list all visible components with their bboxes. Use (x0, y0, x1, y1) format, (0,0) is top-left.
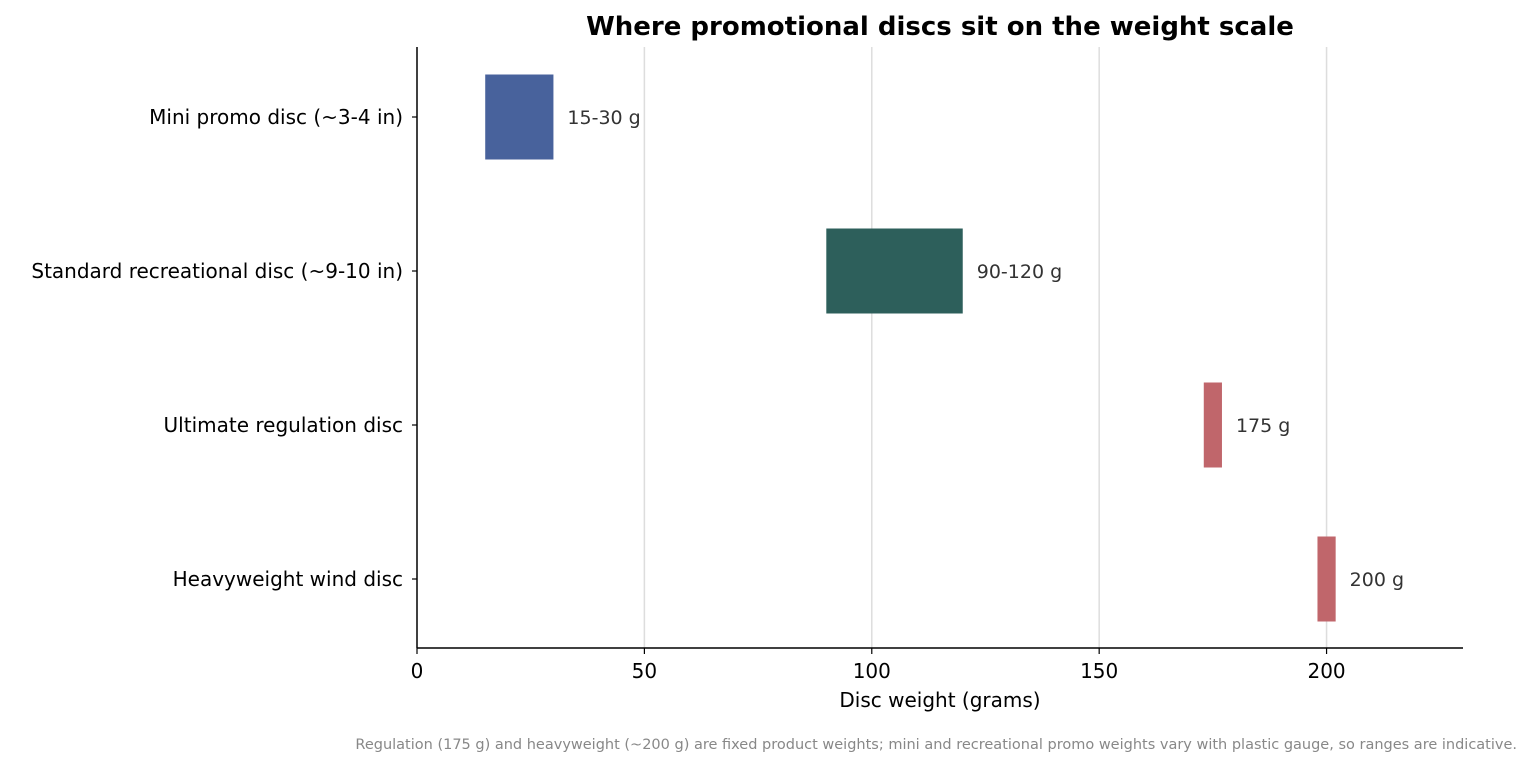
footnote: Regulation (175 g) and heavyweight (~200… (355, 737, 1517, 753)
gridlines (643, 47, 1328, 648)
data-label: 90-120 g (977, 261, 1062, 283)
data-label: 15-30 g (567, 107, 640, 129)
x-tick-label: 200 (1307, 659, 1345, 683)
range-bar (1317, 536, 1336, 622)
category-label: Mini promo disc (~3-4 in) (149, 105, 403, 129)
bars-group: 15-30 g 90-120 g 175 g 200 g (485, 74, 1404, 622)
category-label: Heavyweight wind disc (173, 567, 403, 591)
chart-title: Where promotional discs sit on the weigh… (586, 12, 1294, 42)
range-bar (1203, 382, 1222, 468)
x-axis-label: Disc weight (grams) (839, 688, 1040, 712)
x-tick-label: 50 (632, 659, 657, 683)
category-label: Ultimate regulation disc (164, 413, 403, 437)
x-tick-label: 150 (1080, 659, 1118, 683)
range-bar (485, 74, 554, 160)
data-label: 175 g (1236, 415, 1290, 437)
range-bar (826, 228, 963, 314)
x-axis: 0 50 100 150 200 (411, 647, 1463, 683)
y-axis: Mini promo disc (~3-4 in) Standard recrea… (31, 47, 418, 648)
x-tick-label: 0 (411, 659, 424, 683)
category-label: Standard recreational disc (~9-10 in) (31, 259, 403, 283)
x-tick-label: 100 (853, 659, 891, 683)
data-label: 200 g (1350, 569, 1404, 591)
